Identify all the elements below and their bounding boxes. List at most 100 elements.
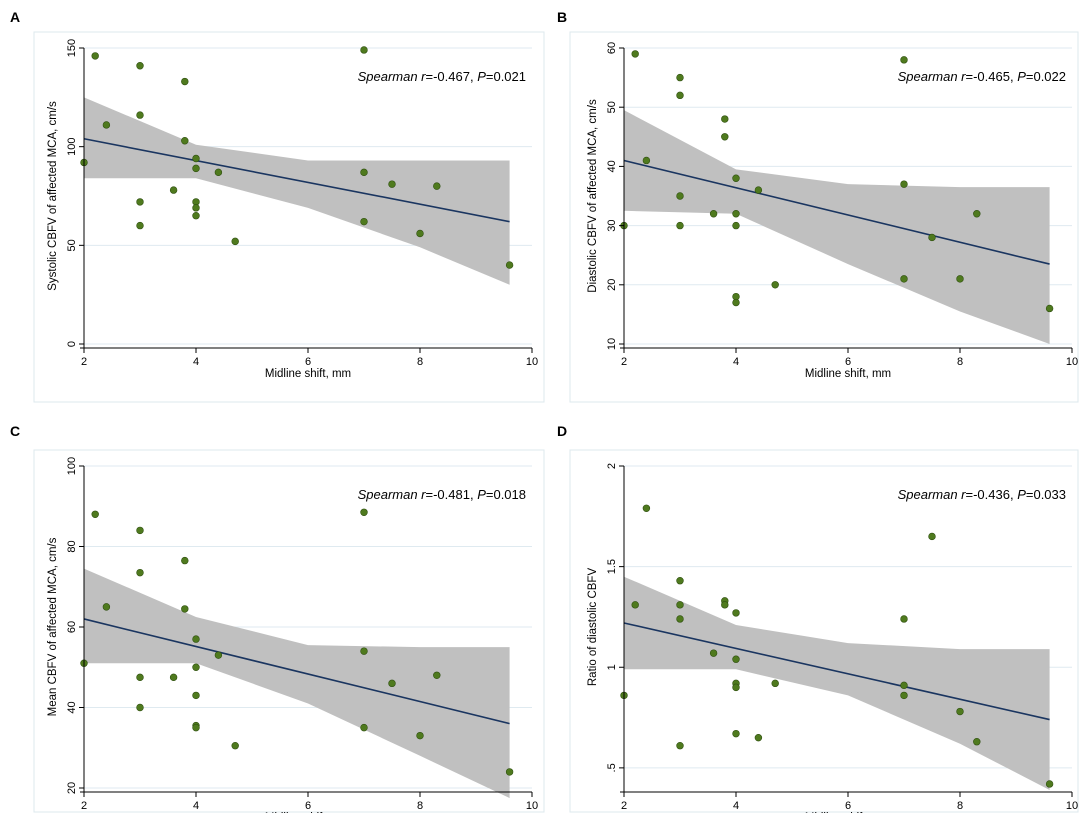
data-point [136,568,144,577]
x-tick-label: 2 [621,800,627,812]
y-axis-title: Systolic CBFV of affected MCA, cm/s [47,101,59,291]
data-point [721,115,729,123]
data-point [360,168,368,177]
confidence-band [84,97,510,285]
data-point [928,233,936,242]
data-point [192,204,200,212]
data-point [192,723,200,732]
data-point [900,691,908,700]
data-point [136,111,144,119]
y-tick-label: 50 [66,239,78,251]
y-tick-label: 50 [606,101,618,113]
data-point [192,691,200,700]
annotation-p-label: P [477,69,486,84]
y-tick-label: 1 [606,664,618,670]
annotation-r-label: r [961,487,966,502]
y-tick-label: 30 [606,219,618,231]
data-point [900,275,908,283]
data-point [192,164,200,173]
x-tick-label: 2 [621,356,627,368]
data-point [676,615,684,623]
x-tick-label: 6 [305,800,311,812]
y-tick-label: 1.5 [606,559,618,574]
data-point [676,601,684,609]
annotation-method: Spearman [898,487,962,502]
data-point [181,77,189,86]
x-tick-label: 4 [193,356,199,368]
data-point [732,221,740,230]
annotation-r-value: =-0.481, [426,487,478,502]
y-axis-title: Mean CBFV of affected MCA, cm/s [47,537,59,716]
data-point [505,261,514,269]
x-axis-title: Midline shift, mm [805,368,891,380]
data-point [181,137,189,145]
data-point [771,679,779,688]
y-tick-label: 40 [606,160,618,172]
y-tick-label: 60 [66,621,78,633]
data-point [771,281,779,289]
data-point [732,210,740,218]
data-point [900,681,908,690]
data-point [676,192,684,200]
x-tick-label: 6 [845,800,851,812]
spearman-annotation: Spearman r=-0.467, P=0.021 [358,69,526,84]
y-tick-label: 20 [66,782,78,794]
x-tick-label: 4 [733,356,739,368]
data-point [181,605,189,613]
x-tick-label: 10 [1066,356,1078,368]
x-tick-label: 10 [526,800,538,812]
y-axis-title: Ratio of diastolic CBFV [587,568,599,687]
data-point [900,180,908,188]
data-point [360,647,368,655]
data-point [136,62,144,70]
confidence-band [624,576,1050,791]
data-point [676,742,684,750]
data-point [192,212,200,220]
data-point [360,217,368,226]
data-point [102,603,111,611]
data-point [754,186,763,194]
x-tick-label: 6 [845,356,851,368]
data-point [136,703,144,712]
data-point [973,738,981,746]
x-axis-title: Midline shift, mm [265,368,351,380]
data-point [642,156,651,165]
data-point [956,275,964,283]
data-point [136,673,144,682]
y-tick-label: 2 [606,463,618,469]
confidence-band [84,568,510,799]
annotation-method: Spearman [898,69,962,84]
regression-line [623,159,1050,265]
x-tick-label: 8 [417,800,423,812]
spearman-annotation: Spearman r=-0.465, P=0.022 [898,69,1066,84]
data-point [631,50,639,58]
annotation-p-value: =0.018 [486,487,526,502]
data-point [732,729,740,738]
data-point [416,229,424,238]
data-point [505,768,514,776]
y-tick-label: 80 [66,540,78,552]
x-tick-label: 8 [957,356,963,368]
data-point [433,182,441,190]
data-point [631,601,639,609]
data-point [192,635,200,643]
data-point [732,174,740,182]
data-point [973,210,981,218]
data-point [192,663,200,671]
data-point [169,186,178,194]
x-tick-label: 8 [957,800,963,812]
data-point [721,601,729,609]
panel-c: C20406080100246810Midline shift, mmMean … [10,423,545,813]
data-point [360,723,368,732]
data-point [416,731,424,740]
data-point [231,237,239,246]
annotation-method: Spearman [358,69,422,84]
data-point [214,651,223,659]
panel-letter: D [557,423,567,439]
annotation-method: Spearman [358,487,422,502]
data-point [360,508,368,516]
confidence-band [624,110,1050,344]
data-point [181,556,189,565]
data-point [721,133,729,141]
